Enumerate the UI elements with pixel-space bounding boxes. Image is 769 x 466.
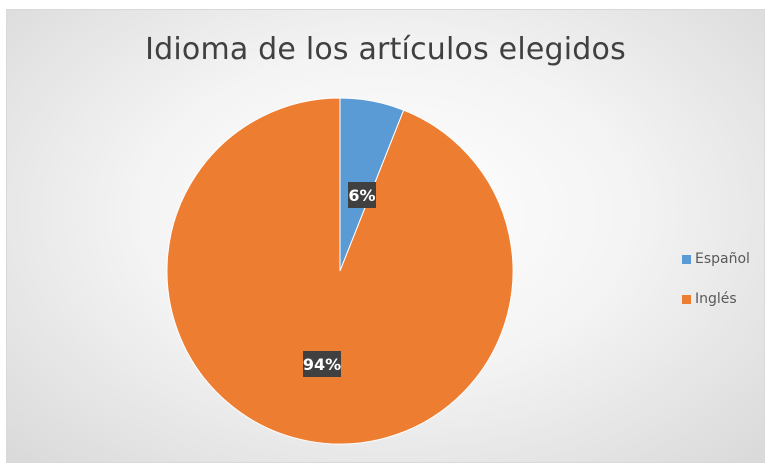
data-label-bg-espanol	[348, 182, 376, 208]
data-label-bg-ingles	[303, 351, 341, 377]
legend-swatch-ingles	[682, 294, 691, 304]
legend-swatch-espanol	[682, 254, 691, 264]
chart-title: Idioma de los artículos elegidos	[145, 32, 626, 67]
chart-area: Idioma de los artículos elegidos 6% 94% E…	[6, 9, 765, 463]
data-label-espanol: 6%	[348, 186, 375, 205]
data-label-ingles: 94%	[303, 355, 341, 374]
legend: Español Inglés	[682, 248, 750, 328]
legend-item-espanol: Español	[682, 248, 750, 270]
pie-chart: 6% 94%	[166, 97, 514, 445]
legend-label-ingles: Inglés	[695, 291, 737, 307]
legend-item-ingles: Inglés	[682, 288, 750, 310]
legend-label-espanol: Español	[695, 251, 750, 267]
pie-slice-ingles	[166, 97, 514, 445]
